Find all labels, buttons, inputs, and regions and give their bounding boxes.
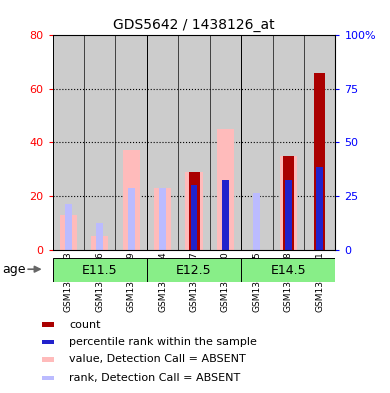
Bar — [185, 172, 203, 250]
Bar — [42, 340, 54, 344]
Bar — [96, 223, 103, 250]
Bar — [42, 357, 54, 362]
Title: GDS5642 / 1438126_at: GDS5642 / 1438126_at — [113, 18, 275, 31]
Bar — [283, 156, 294, 250]
Bar — [285, 180, 292, 250]
Text: value, Detection Call = ABSENT: value, Detection Call = ABSENT — [69, 354, 246, 364]
Bar — [91, 236, 108, 250]
Bar — [316, 167, 323, 250]
Bar — [254, 193, 260, 250]
Bar — [159, 188, 166, 250]
Text: E11.5: E11.5 — [82, 264, 118, 277]
FancyBboxPatch shape — [304, 35, 335, 250]
Bar — [154, 188, 171, 250]
Bar — [188, 172, 200, 250]
Bar — [222, 183, 229, 250]
FancyBboxPatch shape — [241, 35, 273, 250]
Bar — [241, 258, 335, 282]
Bar — [314, 73, 325, 250]
Bar — [191, 185, 197, 250]
Bar — [42, 322, 54, 327]
FancyBboxPatch shape — [147, 35, 178, 250]
Text: count: count — [69, 320, 101, 330]
Bar — [280, 156, 297, 250]
Bar — [42, 376, 54, 380]
Bar — [53, 258, 147, 282]
Bar — [147, 258, 241, 282]
Text: percentile rank within the sample: percentile rank within the sample — [69, 337, 257, 347]
Bar — [60, 215, 77, 250]
Text: E12.5: E12.5 — [176, 264, 212, 277]
FancyBboxPatch shape — [84, 35, 115, 250]
Text: age: age — [2, 263, 25, 277]
Bar — [217, 129, 234, 250]
FancyBboxPatch shape — [210, 35, 241, 250]
Text: rank, Detection Call = ABSENT: rank, Detection Call = ABSENT — [69, 373, 241, 383]
Bar — [128, 188, 135, 250]
Text: E14.5: E14.5 — [270, 264, 306, 277]
Bar — [222, 180, 229, 250]
Bar — [65, 204, 72, 250]
Bar — [122, 151, 140, 250]
FancyBboxPatch shape — [53, 35, 84, 250]
FancyBboxPatch shape — [115, 35, 147, 250]
FancyBboxPatch shape — [273, 35, 304, 250]
FancyBboxPatch shape — [178, 35, 210, 250]
